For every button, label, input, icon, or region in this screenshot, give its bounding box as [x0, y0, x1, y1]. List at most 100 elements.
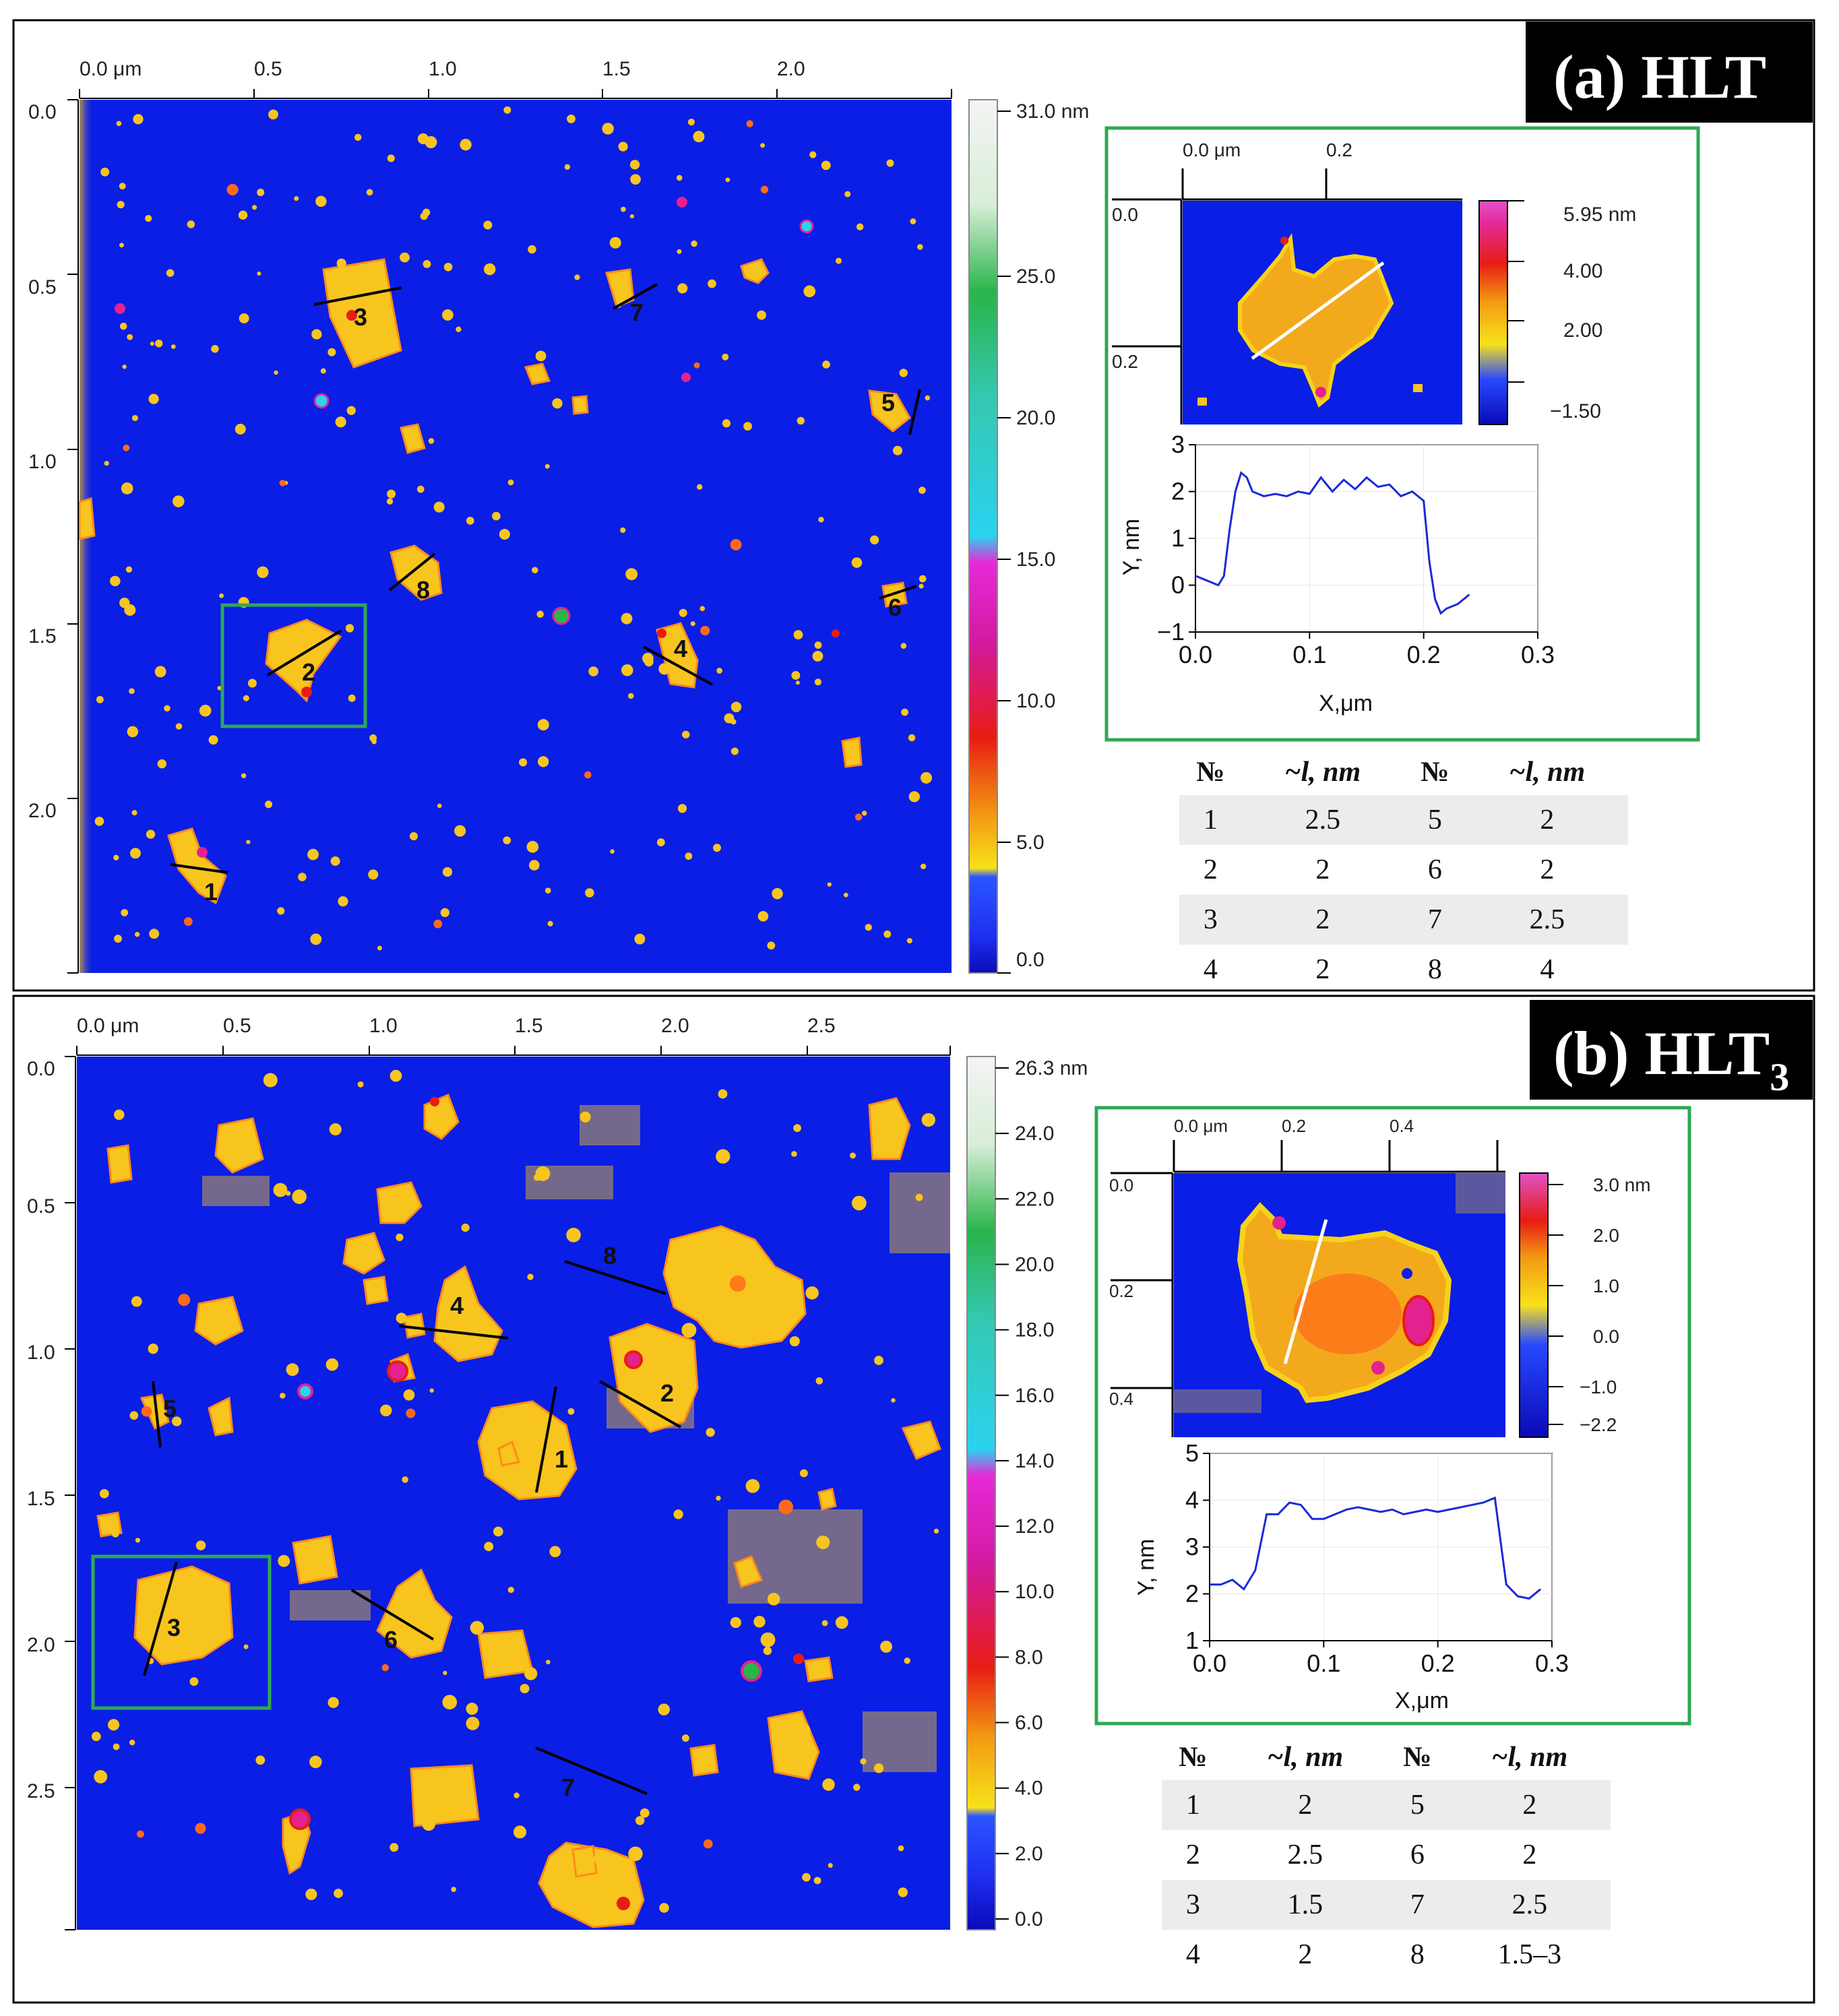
speck — [593, 1852, 605, 1865]
table-cell: 2 — [1203, 854, 1218, 885]
speck — [910, 218, 916, 224]
table-cell: 2 — [1466, 795, 1628, 845]
speck — [114, 935, 122, 943]
speck — [380, 1404, 392, 1417]
x-tick-label: 1.5 — [515, 1015, 543, 1037]
speck — [114, 1109, 125, 1121]
panel-b-badge: (b) HLT3 — [1530, 1000, 1813, 1100]
speck — [417, 133, 429, 144]
column-header: № — [1179, 1742, 1208, 1773]
flake-shape — [292, 1535, 338, 1585]
colorbar-tick-label: 0.0 — [1015, 1908, 1043, 1930]
speck — [178, 1294, 191, 1306]
profile-x-tick-label: 0.3 — [1535, 1649, 1569, 1677]
speck — [566, 1228, 581, 1242]
inset-profile-line — [1251, 261, 1385, 360]
speck — [816, 1536, 830, 1550]
speck — [933, 1528, 939, 1534]
profile-x-tick-label: 0.3 — [1521, 641, 1555, 668]
speck — [677, 804, 687, 813]
y-tick-label: 2.5 — [27, 1780, 55, 1802]
speck — [328, 1697, 339, 1708]
haze — [202, 1176, 270, 1206]
speck — [311, 329, 322, 340]
inset-x-tick-label: 0.0 μm — [1183, 139, 1241, 160]
speck — [279, 480, 286, 486]
flake-shape — [841, 736, 863, 768]
speck — [718, 1089, 728, 1099]
table-cell: 2.5 — [1287, 1839, 1323, 1870]
speck — [658, 663, 671, 675]
table-cell: 7 — [1403, 895, 1466, 945]
inset-colorbar-tick-label: −2.2 — [1580, 1414, 1617, 1435]
panel-a-inset-marker — [220, 603, 367, 728]
speck — [171, 1416, 182, 1426]
speck — [226, 183, 239, 196]
speck — [574, 274, 580, 280]
colorbar-tick-label: 18.0 — [1015, 1319, 1054, 1342]
flake-shape — [322, 258, 402, 369]
speck — [693, 362, 700, 369]
y-tick-label: 2.0 — [27, 1634, 55, 1656]
speck — [854, 813, 863, 821]
speck — [850, 1152, 856, 1159]
speck — [166, 269, 175, 277]
speck — [743, 422, 753, 431]
speck — [745, 1479, 760, 1493]
inset-y-tick-label: 0.2 — [1109, 1281, 1133, 1301]
panel-b-colorbar: 26.3 nm 24.0 22.0 20.0 18.0 16.0 14.0 12.0 10.0 8… — [966, 1056, 1088, 1930]
speck — [920, 771, 933, 784]
inset-colorbar-tick-label: 5.95 nm — [1563, 203, 1636, 226]
speck — [217, 685, 222, 691]
speck — [1413, 384, 1423, 392]
hot-spot — [677, 197, 687, 208]
panel-b-label: (b) HLT3 — [1553, 1019, 1789, 1099]
speck — [466, 516, 474, 525]
speck — [700, 625, 710, 635]
panel-a-label: (a) HLT — [1553, 42, 1766, 111]
speck — [389, 1843, 399, 1852]
speck — [588, 666, 599, 676]
speck — [443, 262, 453, 272]
inset-colorbar-tick-label: 3.0 nm — [1593, 1174, 1651, 1195]
speck — [249, 1142, 259, 1152]
speck — [274, 370, 278, 375]
flake-shape — [410, 1764, 480, 1827]
table-cell: 2.5 — [1448, 1880, 1611, 1930]
y-tick-label: 0.0 — [28, 101, 57, 123]
speck — [625, 568, 638, 581]
speck — [552, 398, 563, 409]
speck — [835, 1616, 848, 1629]
speck — [793, 1124, 801, 1133]
speck — [690, 621, 695, 627]
flake-shape — [817, 1488, 837, 1511]
speck — [621, 664, 633, 676]
profile-line — [398, 1325, 509, 1340]
speck — [286, 1363, 299, 1377]
speck — [368, 869, 379, 880]
speck — [246, 840, 251, 844]
speck — [328, 348, 336, 356]
colorbar-tick-label: 14.0 — [1015, 1450, 1054, 1472]
speck — [843, 892, 848, 897]
speck — [791, 670, 801, 680]
speck — [757, 911, 769, 922]
speck — [189, 1677, 199, 1687]
speck — [527, 1273, 534, 1280]
profile-y-tick-label: 2 — [1171, 478, 1185, 505]
flake-label: 8 — [416, 576, 430, 604]
speck — [904, 1658, 910, 1664]
flake-shape — [106, 1144, 133, 1184]
table-cell: 2.5 — [1241, 795, 1404, 845]
hot-spot — [799, 219, 814, 234]
inset-x-tick-label: 0.2 — [1326, 139, 1352, 160]
speck — [763, 1299, 770, 1305]
speck — [442, 309, 454, 321]
table-cell: 2 — [1241, 895, 1404, 945]
speck — [813, 1877, 821, 1885]
speck — [584, 771, 592, 779]
speck — [873, 1763, 884, 1773]
hot-spot — [115, 303, 125, 314]
flake-label: 3 — [354, 303, 367, 331]
speck — [753, 1616, 766, 1628]
